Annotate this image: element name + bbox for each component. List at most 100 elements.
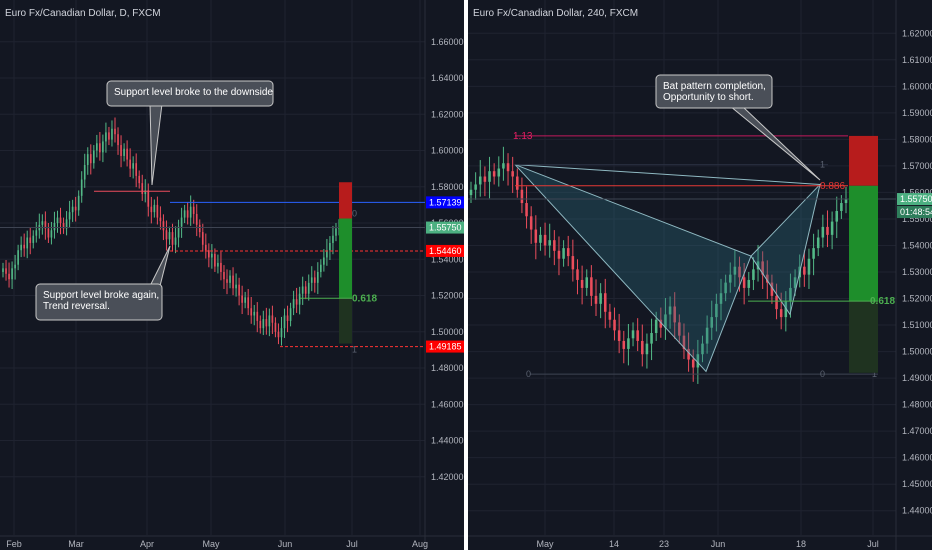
candle-body	[469, 189, 473, 196]
badge-red-bottom-bg	[426, 340, 464, 353]
candle-body	[840, 203, 843, 211]
stop-loss-zone	[849, 135, 878, 186]
left-chart[interactable]: 1.660001.640001.620001.600001.580001.560…	[0, 0, 464, 550]
candle-body	[678, 322, 681, 336]
candle-body	[830, 221, 834, 235]
candle-body	[271, 315, 274, 323]
candle-body	[96, 143, 98, 151]
candle-body	[585, 277, 589, 288]
candle-body	[826, 226, 829, 235]
candle-body	[41, 221, 44, 225]
y-tick-label: 1.50000	[902, 347, 932, 357]
fib-one-label-b: 1	[872, 369, 877, 379]
candle-body	[156, 204, 159, 218]
candle-body	[211, 253, 213, 258]
candle-body	[553, 240, 556, 251]
x-tick-label: Apr	[140, 539, 154, 549]
candle-body	[123, 148, 125, 156]
candle-body	[520, 189, 524, 204]
candle-body	[608, 311, 612, 320]
candle-body	[590, 277, 593, 296]
candle-body	[159, 217, 162, 222]
candle-body	[761, 261, 764, 275]
candle-body	[108, 132, 110, 140]
candle-body	[204, 244, 207, 251]
candle-body	[11, 268, 13, 280]
candle-body	[65, 219, 68, 229]
candle-body	[548, 240, 551, 246]
y-tick-label: 1.64000	[431, 73, 464, 83]
left-chart-pane[interactable]: 1.660001.640001.620001.600001.580001.560…	[0, 0, 464, 550]
candle-body	[738, 266, 741, 278]
candle-body	[691, 359, 695, 368]
candle-body	[150, 206, 153, 213]
pane-divider[interactable]	[464, 0, 468, 550]
candle-body	[747, 279, 751, 288]
callout-top-box[interactable]	[106, 80, 274, 107]
candle-body	[636, 330, 639, 341]
y-tick-label: 1.45000	[902, 479, 932, 489]
x-tick-label: 14	[609, 539, 619, 549]
candle-body	[483, 176, 487, 182]
candle-body	[241, 295, 243, 303]
candle-body	[295, 299, 298, 305]
candle-body	[286, 315, 289, 321]
candle-body	[77, 195, 80, 211]
candle-body	[779, 309, 783, 318]
candle-body	[701, 343, 704, 355]
callout-bat-text: Opportunity to short.	[663, 92, 754, 103]
candle-body	[144, 190, 147, 195]
y-tick-label: 1.58000	[902, 134, 932, 144]
candle-body	[208, 250, 210, 258]
right-chart[interactable]: 1.62000 1.61000 1.60000 1.59000 1.58000 1.570…	[468, 0, 932, 550]
candle-body	[168, 232, 171, 240]
candle-body	[807, 258, 811, 275]
y-tick-label: 1.57000	[902, 161, 932, 171]
candle-body	[673, 306, 676, 323]
candle-body	[5, 268, 7, 274]
callout-bottom-text: Trend reversal.	[43, 301, 110, 312]
badge-blue: 1.57139	[429, 197, 462, 207]
badge-timer-bg	[897, 206, 932, 219]
candle-body	[47, 228, 50, 238]
candle-body	[189, 206, 192, 218]
candle-body	[129, 159, 131, 169]
candle-body	[654, 319, 658, 334]
candle-body	[307, 282, 310, 294]
candle-body	[280, 328, 283, 338]
candle-body	[571, 256, 575, 270]
callout-bat-box[interactable]	[655, 74, 773, 109]
candle-body	[784, 301, 788, 318]
y-tick-label: 1.66000	[431, 37, 464, 47]
candle-body	[183, 210, 186, 218]
candle-body	[756, 261, 760, 270]
candle-body	[256, 311, 259, 321]
y-tick-label: 1.61000	[902, 55, 932, 65]
candle-body	[195, 213, 198, 225]
x-tick-label: Mar	[68, 539, 84, 549]
candle-body	[603, 293, 607, 312]
candle-body	[217, 262, 219, 267]
callout-bottom-box[interactable]	[35, 283, 163, 321]
bat-pattern-bcd	[750, 182, 821, 316]
candle-body	[682, 335, 686, 349]
badge-red-top-bg	[426, 244, 464, 257]
y-tick-label: 1.51000	[902, 320, 932, 330]
candle-body	[766, 274, 769, 283]
candle-body	[141, 183, 144, 195]
candle-body	[650, 333, 653, 344]
candle-body	[576, 269, 579, 280]
candle-body	[223, 271, 225, 280]
y-tick-label: 1.44000	[431, 436, 464, 446]
candle-body	[35, 230, 38, 236]
x-tick-label: Jul	[346, 539, 358, 549]
y-tick-label: 1.48000	[902, 400, 932, 410]
candle-body	[534, 229, 538, 243]
candle-body	[105, 132, 107, 142]
right-chart-pane[interactable]: 1.62000 1.61000 1.60000 1.59000 1.58000 1.570…	[468, 0, 932, 550]
candle-body	[488, 171, 491, 182]
y-tick-label: 1.48000	[431, 363, 464, 373]
candle-body	[29, 237, 32, 243]
candle-body	[138, 175, 141, 184]
candle-body	[86, 154, 89, 166]
